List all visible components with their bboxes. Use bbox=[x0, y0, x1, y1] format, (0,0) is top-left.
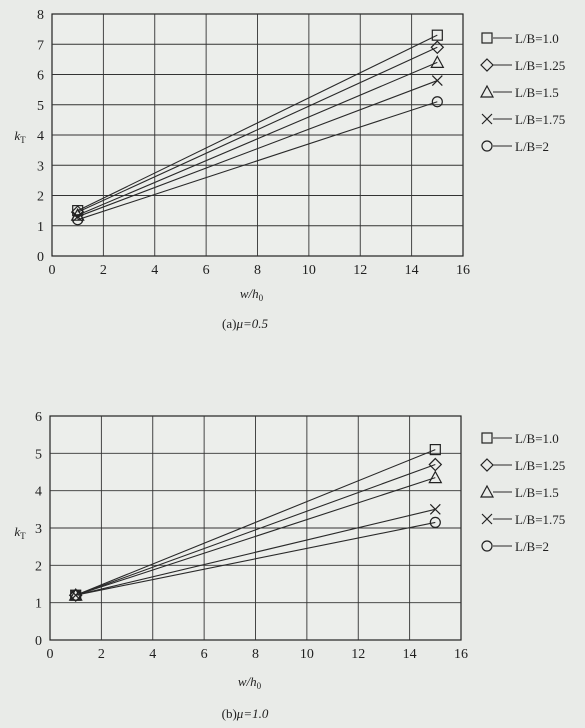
caption-b-mu: μ=1.0 bbox=[236, 706, 269, 721]
data-point-b-4-1 bbox=[429, 516, 441, 529]
data-point-a-2-1 bbox=[430, 55, 445, 69]
legend-label-a-1: L/B=1.25 bbox=[515, 58, 565, 73]
y-tick-label-a: 7 bbox=[37, 38, 44, 53]
y-tick-label-b: 6 bbox=[35, 410, 42, 425]
x-tick-label-b: 10 bbox=[300, 647, 314, 662]
legend-marker-b-1 bbox=[480, 458, 494, 472]
legend-label-b-4: L/B=2 bbox=[515, 539, 549, 554]
y-tick-label-a: 5 bbox=[37, 99, 44, 114]
x-axis-label-a: w/h0 bbox=[240, 286, 264, 303]
legend-label-a-0: L/B=1.0 bbox=[515, 31, 559, 46]
legend-label-b-1: L/B=1.25 bbox=[515, 458, 565, 473]
y-tick-label-b: 5 bbox=[35, 447, 42, 462]
x-axis-label-sub-b: 0 bbox=[257, 681, 262, 691]
x-tick-label-a: 12 bbox=[353, 263, 367, 278]
data-point-a-4-1 bbox=[431, 96, 443, 108]
x-tick-label-a: 10 bbox=[302, 263, 316, 278]
x-tick-label-a: 2 bbox=[100, 263, 107, 278]
data-point-a-1-0 bbox=[70, 205, 85, 219]
series-line-b-4 bbox=[75, 521, 436, 596]
caption-b: (b)μ=1.0 bbox=[222, 706, 269, 721]
series-line-b-2 bbox=[75, 477, 436, 596]
y-tick-label-a: 4 bbox=[37, 129, 44, 144]
x-tick-label-b: 4 bbox=[149, 647, 156, 662]
y-tick-label-b: 0 bbox=[35, 634, 42, 649]
y-tick-label-a: 2 bbox=[37, 190, 44, 205]
y-tick-label-b: 4 bbox=[35, 485, 42, 500]
x-axis-label-b: w/h0 bbox=[238, 674, 262, 691]
legend-marker-a-1 bbox=[480, 58, 494, 72]
y-tick-label-a: 8 bbox=[37, 8, 44, 23]
caption-a-mu: μ=0.5 bbox=[235, 316, 268, 331]
x-tick-label-b: 16 bbox=[454, 647, 468, 662]
series-line-a-2 bbox=[77, 61, 438, 216]
legend-label-a-4: L/B=2 bbox=[515, 139, 549, 154]
series-line-a-1 bbox=[77, 46, 438, 213]
x-axis-label-main-a: w/h bbox=[240, 286, 259, 301]
data-point-b-0-1 bbox=[429, 444, 441, 456]
chart-a: (a)μ=0.5 0 2 4 6 8 10 12 14 16012345678w/h0kTL/B… bbox=[14, 8, 565, 331]
legend-marker-a-3 bbox=[481, 113, 493, 125]
y-tick-label-a: 6 bbox=[37, 69, 44, 84]
x-axis-label-main-b: w/h bbox=[238, 674, 257, 689]
y-axis-label-main-b: k bbox=[14, 524, 20, 539]
y-tick-label-a: 3 bbox=[37, 159, 44, 174]
y-axis-label-sub-a: T bbox=[20, 135, 26, 145]
data-point-b-3-1 bbox=[429, 503, 441, 515]
legend-label-b-3: L/B=1.75 bbox=[515, 512, 565, 527]
y-tick-label-b: 3 bbox=[35, 522, 42, 537]
y-axis-label-a: kT bbox=[14, 128, 26, 145]
y-axis-label-b: kT bbox=[14, 524, 26, 541]
x-tick-label-a: 4 bbox=[151, 263, 158, 278]
data-point-b-4-0 bbox=[70, 589, 82, 601]
caption-a: (a)μ=0.5 bbox=[222, 316, 268, 331]
series-line-a-4 bbox=[77, 101, 438, 221]
x-tick-label-a: 16 bbox=[456, 263, 470, 278]
series-line-a-3 bbox=[77, 80, 438, 218]
x-tick-label-b: 14 bbox=[403, 647, 417, 662]
x-tick-label-b: 8 bbox=[252, 647, 259, 662]
legend-label-a-2: L/B=1.5 bbox=[515, 85, 559, 100]
x-tick-label-b: 6 bbox=[201, 647, 208, 662]
x-tick-label-a: 6 bbox=[203, 263, 210, 278]
data-point-a-2-0 bbox=[70, 207, 85, 221]
x-tick-label-b: 12 bbox=[351, 647, 365, 662]
y-axis-label-main-a: k bbox=[14, 128, 20, 143]
y-tick-label-a: 0 bbox=[37, 250, 44, 265]
series-line-b-0 bbox=[75, 449, 436, 596]
y-tick-label-a: 1 bbox=[37, 220, 44, 235]
legend-marker-b-4 bbox=[481, 540, 493, 552]
caption-a-prefix: (a) bbox=[222, 316, 236, 331]
x-tick-label-a: 14 bbox=[405, 263, 419, 278]
data-point-b-2-1 bbox=[428, 470, 443, 484]
series-line-a-0 bbox=[77, 34, 438, 212]
y-axis-label-sub-b: T bbox=[20, 531, 26, 541]
data-point-a-0-1 bbox=[431, 29, 443, 41]
legend-label-b-0: L/B=1.0 bbox=[515, 431, 559, 446]
x-tick-label-b: 2 bbox=[98, 647, 105, 662]
data-point-a-1-1 bbox=[430, 40, 445, 55]
y-tick-label-b: 1 bbox=[35, 597, 42, 612]
caption-b-prefix: (b) bbox=[222, 706, 237, 721]
legend-label-b-2: L/B=1.5 bbox=[515, 485, 559, 500]
legend-marker-a-0 bbox=[481, 32, 493, 44]
legend-marker-a-2 bbox=[479, 84, 495, 98]
legend-label-a-3: L/B=1.75 bbox=[515, 112, 565, 127]
legend-marker-b-2 bbox=[479, 484, 495, 498]
legend-marker-b-0 bbox=[481, 432, 493, 444]
legend-marker-a-4 bbox=[481, 140, 493, 152]
series-line-b-3 bbox=[75, 508, 436, 596]
series-line-b-1 bbox=[75, 464, 436, 596]
data-point-a-4-0 bbox=[72, 214, 84, 226]
x-tick-label-b: 0 bbox=[47, 647, 54, 662]
data-point-a-3-0 bbox=[72, 211, 84, 223]
x-axis-label-sub-a: 0 bbox=[259, 293, 264, 303]
x-tick-label-a: 8 bbox=[254, 263, 261, 278]
y-tick-label-b: 2 bbox=[35, 559, 42, 574]
data-point-a-3-1 bbox=[431, 75, 443, 86]
chart-b: (b)μ=1.0 0 2 4 6 8 10 12 14 160123456w/h0kTL/B=1… bbox=[14, 410, 565, 721]
x-tick-label-a: 0 bbox=[49, 263, 56, 278]
legend-marker-b-3 bbox=[481, 513, 493, 525]
